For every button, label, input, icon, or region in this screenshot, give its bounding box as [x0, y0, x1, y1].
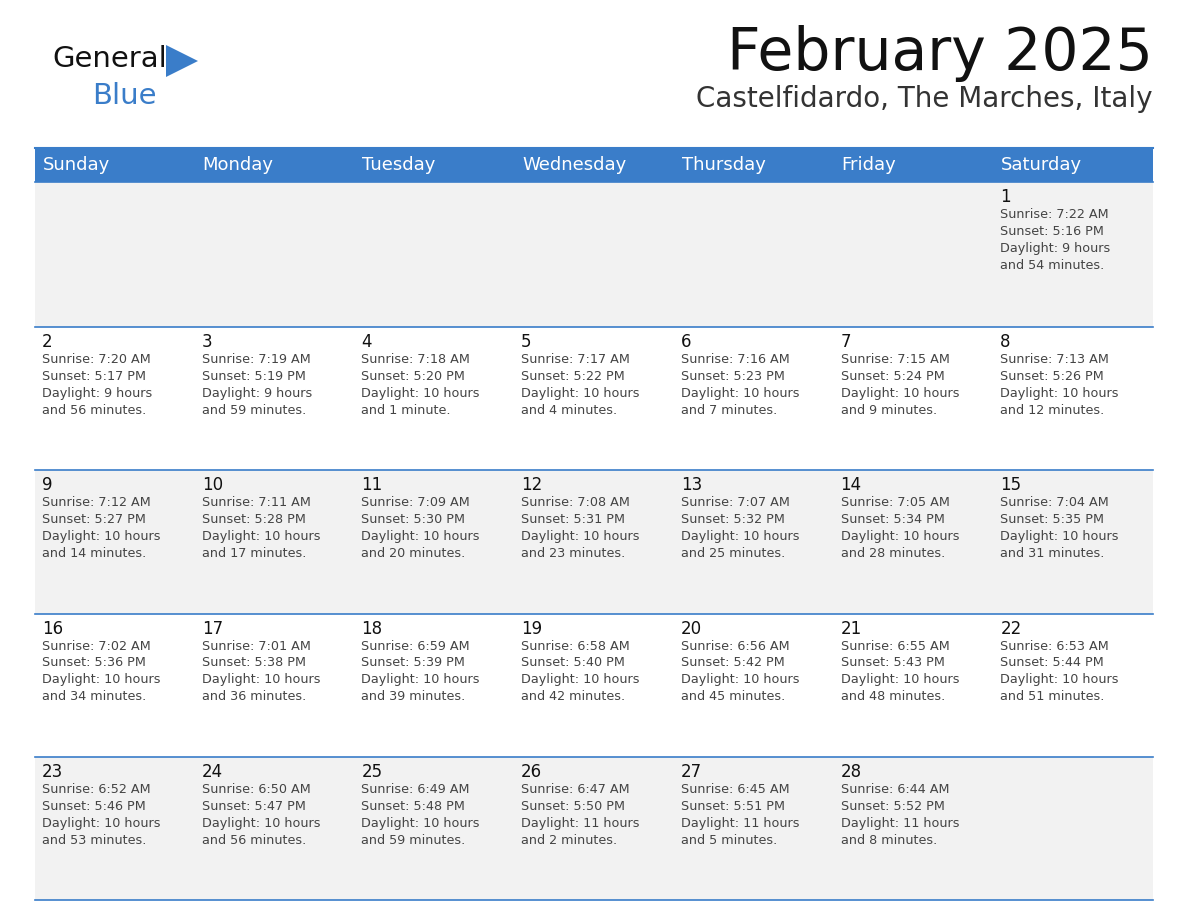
Text: 4: 4 — [361, 333, 372, 351]
Text: 1: 1 — [1000, 188, 1011, 206]
Text: Blue: Blue — [91, 82, 157, 110]
Text: Sunrise: 7:17 AM
Sunset: 5:22 PM
Daylight: 10 hours
and 4 minutes.: Sunrise: 7:17 AM Sunset: 5:22 PM Dayligh… — [522, 353, 639, 417]
Text: Sunrise: 6:52 AM
Sunset: 5:46 PM
Daylight: 10 hours
and 53 minutes.: Sunrise: 6:52 AM Sunset: 5:46 PM Dayligh… — [42, 783, 160, 846]
Text: Sunrise: 6:47 AM
Sunset: 5:50 PM
Daylight: 11 hours
and 2 minutes.: Sunrise: 6:47 AM Sunset: 5:50 PM Dayligh… — [522, 783, 639, 846]
Text: 26: 26 — [522, 763, 542, 780]
Text: 10: 10 — [202, 476, 223, 494]
Text: Sunrise: 6:44 AM
Sunset: 5:52 PM
Daylight: 11 hours
and 8 minutes.: Sunrise: 6:44 AM Sunset: 5:52 PM Dayligh… — [841, 783, 959, 846]
Bar — [34, 327, 1154, 470]
Text: 3: 3 — [202, 333, 213, 351]
Bar — [34, 470, 1154, 613]
Text: Sunrise: 7:09 AM
Sunset: 5:30 PM
Daylight: 10 hours
and 20 minutes.: Sunrise: 7:09 AM Sunset: 5:30 PM Dayligh… — [361, 497, 480, 560]
Text: 20: 20 — [681, 620, 702, 637]
Text: Sunrise: 7:01 AM
Sunset: 5:38 PM
Daylight: 10 hours
and 36 minutes.: Sunrise: 7:01 AM Sunset: 5:38 PM Dayligh… — [202, 640, 321, 703]
Text: Sunrise: 7:19 AM
Sunset: 5:19 PM
Daylight: 9 hours
and 59 minutes.: Sunrise: 7:19 AM Sunset: 5:19 PM Dayligh… — [202, 353, 312, 417]
Text: 25: 25 — [361, 763, 383, 780]
Bar — [34, 613, 1154, 756]
Text: Sunrise: 7:02 AM
Sunset: 5:36 PM
Daylight: 10 hours
and 34 minutes.: Sunrise: 7:02 AM Sunset: 5:36 PM Dayligh… — [42, 640, 160, 703]
Text: 16: 16 — [42, 620, 63, 637]
Text: 22: 22 — [1000, 620, 1022, 637]
Text: 19: 19 — [522, 620, 542, 637]
Text: Sunrise: 6:45 AM
Sunset: 5:51 PM
Daylight: 11 hours
and 5 minutes.: Sunrise: 6:45 AM Sunset: 5:51 PM Dayligh… — [681, 783, 800, 846]
Text: Sunrise: 6:55 AM
Sunset: 5:43 PM
Daylight: 10 hours
and 48 minutes.: Sunrise: 6:55 AM Sunset: 5:43 PM Dayligh… — [841, 640, 959, 703]
Text: Sunrise: 7:13 AM
Sunset: 5:26 PM
Daylight: 10 hours
and 12 minutes.: Sunrise: 7:13 AM Sunset: 5:26 PM Dayligh… — [1000, 353, 1119, 417]
Text: Wednesday: Wednesday — [523, 156, 626, 174]
Bar — [34, 756, 1154, 900]
Text: 27: 27 — [681, 763, 702, 780]
Text: Sunrise: 7:05 AM
Sunset: 5:34 PM
Daylight: 10 hours
and 28 minutes.: Sunrise: 7:05 AM Sunset: 5:34 PM Dayligh… — [841, 497, 959, 560]
Text: 13: 13 — [681, 476, 702, 494]
Text: Sunrise: 7:08 AM
Sunset: 5:31 PM
Daylight: 10 hours
and 23 minutes.: Sunrise: 7:08 AM Sunset: 5:31 PM Dayligh… — [522, 497, 639, 560]
Text: Saturday: Saturday — [1001, 156, 1082, 174]
Text: Thursday: Thursday — [682, 156, 766, 174]
Text: 6: 6 — [681, 333, 691, 351]
Text: 17: 17 — [202, 620, 223, 637]
Text: Sunrise: 7:16 AM
Sunset: 5:23 PM
Daylight: 10 hours
and 7 minutes.: Sunrise: 7:16 AM Sunset: 5:23 PM Dayligh… — [681, 353, 800, 417]
Text: General: General — [52, 45, 166, 73]
Text: 12: 12 — [522, 476, 543, 494]
Text: Sunrise: 6:59 AM
Sunset: 5:39 PM
Daylight: 10 hours
and 39 minutes.: Sunrise: 6:59 AM Sunset: 5:39 PM Dayligh… — [361, 640, 480, 703]
Text: 14: 14 — [841, 476, 861, 494]
Text: 24: 24 — [202, 763, 223, 780]
Text: 2: 2 — [42, 333, 52, 351]
Text: Sunrise: 6:50 AM
Sunset: 5:47 PM
Daylight: 10 hours
and 56 minutes.: Sunrise: 6:50 AM Sunset: 5:47 PM Dayligh… — [202, 783, 321, 846]
Text: Sunday: Sunday — [43, 156, 110, 174]
Text: Sunrise: 7:07 AM
Sunset: 5:32 PM
Daylight: 10 hours
and 25 minutes.: Sunrise: 7:07 AM Sunset: 5:32 PM Dayligh… — [681, 497, 800, 560]
Polygon shape — [166, 45, 198, 77]
Bar — [34, 148, 1154, 182]
Bar — [34, 182, 1154, 327]
Text: 11: 11 — [361, 476, 383, 494]
Text: Sunrise: 7:15 AM
Sunset: 5:24 PM
Daylight: 10 hours
and 9 minutes.: Sunrise: 7:15 AM Sunset: 5:24 PM Dayligh… — [841, 353, 959, 417]
Text: Sunrise: 6:53 AM
Sunset: 5:44 PM
Daylight: 10 hours
and 51 minutes.: Sunrise: 6:53 AM Sunset: 5:44 PM Dayligh… — [1000, 640, 1119, 703]
Text: Tuesday: Tuesday — [362, 156, 436, 174]
Text: Sunrise: 6:49 AM
Sunset: 5:48 PM
Daylight: 10 hours
and 59 minutes.: Sunrise: 6:49 AM Sunset: 5:48 PM Dayligh… — [361, 783, 480, 846]
Text: 18: 18 — [361, 620, 383, 637]
Text: Sunrise: 7:18 AM
Sunset: 5:20 PM
Daylight: 10 hours
and 1 minute.: Sunrise: 7:18 AM Sunset: 5:20 PM Dayligh… — [361, 353, 480, 417]
Text: Castelfidardo, The Marches, Italy: Castelfidardo, The Marches, Italy — [696, 85, 1154, 113]
Text: 23: 23 — [42, 763, 63, 780]
Text: February 2025: February 2025 — [727, 25, 1154, 82]
Text: 28: 28 — [841, 763, 861, 780]
Text: 21: 21 — [841, 620, 861, 637]
Text: Sunrise: 7:11 AM
Sunset: 5:28 PM
Daylight: 10 hours
and 17 minutes.: Sunrise: 7:11 AM Sunset: 5:28 PM Dayligh… — [202, 497, 321, 560]
Text: 8: 8 — [1000, 333, 1011, 351]
Text: 5: 5 — [522, 333, 532, 351]
Text: Sunrise: 7:22 AM
Sunset: 5:16 PM
Daylight: 9 hours
and 54 minutes.: Sunrise: 7:22 AM Sunset: 5:16 PM Dayligh… — [1000, 208, 1111, 272]
Text: Sunrise: 7:12 AM
Sunset: 5:27 PM
Daylight: 10 hours
and 14 minutes.: Sunrise: 7:12 AM Sunset: 5:27 PM Dayligh… — [42, 497, 160, 560]
Text: Sunrise: 7:20 AM
Sunset: 5:17 PM
Daylight: 9 hours
and 56 minutes.: Sunrise: 7:20 AM Sunset: 5:17 PM Dayligh… — [42, 353, 152, 417]
Text: Sunrise: 7:04 AM
Sunset: 5:35 PM
Daylight: 10 hours
and 31 minutes.: Sunrise: 7:04 AM Sunset: 5:35 PM Dayligh… — [1000, 497, 1119, 560]
Text: Friday: Friday — [841, 156, 896, 174]
Text: 15: 15 — [1000, 476, 1022, 494]
Text: 7: 7 — [841, 333, 851, 351]
Text: Monday: Monday — [203, 156, 273, 174]
Text: Sunrise: 6:56 AM
Sunset: 5:42 PM
Daylight: 10 hours
and 45 minutes.: Sunrise: 6:56 AM Sunset: 5:42 PM Dayligh… — [681, 640, 800, 703]
Text: Sunrise: 6:58 AM
Sunset: 5:40 PM
Daylight: 10 hours
and 42 minutes.: Sunrise: 6:58 AM Sunset: 5:40 PM Dayligh… — [522, 640, 639, 703]
Text: 9: 9 — [42, 476, 52, 494]
